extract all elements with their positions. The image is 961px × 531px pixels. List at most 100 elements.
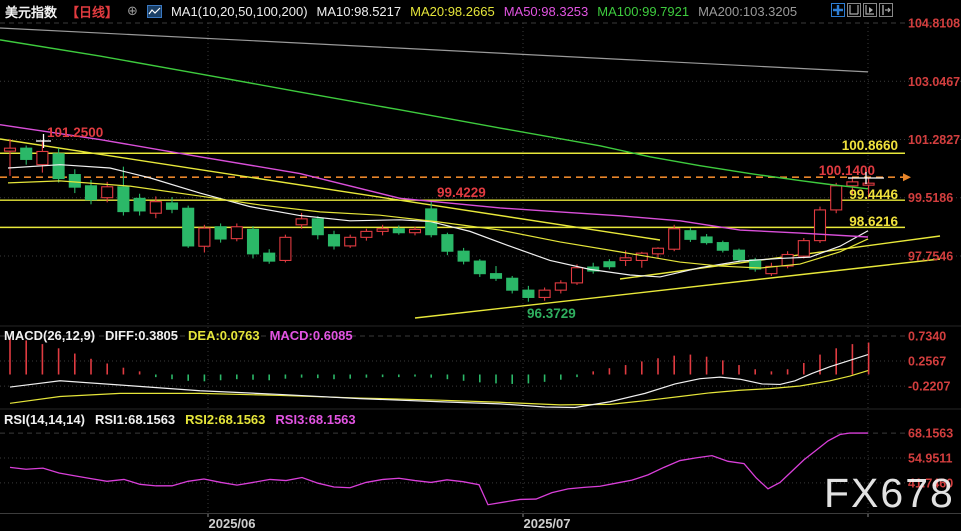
dea-line [9,369,869,406]
price-annotation: 98.6216 [849,214,898,229]
candle [570,267,584,284]
time-axis[interactable]: 2025/06 2025/07 [0,513,961,531]
svg-text:54.9511: 54.9511 [908,452,953,466]
macd-dea-value: DEA:0.0763 [188,328,260,343]
candle [522,289,535,298]
candle [619,257,632,261]
add-indicator-icon[interactable]: ⊕ [127,3,138,18]
rsi2-value: RSI2:68.1563 [185,412,266,427]
grid-layer [0,22,961,517]
ma-values: MA10:98.5217 MA20:98.2665 MA50:98.3253 MA10… [317,4,807,19]
candle [149,201,162,214]
price-annotation: 99.4446 [849,187,898,202]
candle [846,181,859,187]
svg-text:0.7340: 0.7340 [908,330,946,344]
svg-text:68.1563: 68.1563 [908,427,953,441]
macd-pane [9,337,870,409]
ma20-line [7,180,869,269]
candle [101,186,114,199]
macd-hist-value: MACD:0.6085 [269,328,353,343]
chart-titlebar: 美元指数 【日线】 ⊕ MA1(10,20,50,100,200) MA10:9… [0,0,961,22]
candle [603,261,616,268]
candle [716,242,729,251]
svg-text:41.7460: 41.7460 [908,476,953,490]
ma-settings-label[interactable]: MA1(10,20,50,100,200) [170,3,308,19]
rsi-indicator-label[interactable]: RSI(14,14,14) [4,412,85,427]
candle [376,228,389,232]
candle [684,230,697,240]
candle [781,253,794,267]
candle [84,185,98,201]
candle [651,247,665,255]
candle [263,252,276,262]
shift-right-icon[interactable] [879,3,893,17]
trendlines[interactable] [0,138,941,319]
candle [457,250,470,262]
price-annotation: 101.2500 [47,125,103,140]
ma-value-label: MA200:103.3205 [698,3,798,19]
candle [797,240,810,257]
svg-text:0.2567: 0.2567 [908,355,946,369]
ma-value-label: MA50:98.3253 [503,3,589,19]
candles-layer[interactable] [3,138,875,302]
candle [473,260,486,275]
candle [344,236,357,247]
candle [392,228,405,234]
symbol-name: 美元指数 [5,4,58,20]
time-axis-label: 2025/06 [208,516,256,531]
candle [246,228,260,255]
move-tool-icon[interactable] [831,3,845,17]
macd-diff-value: DIFF:0.3805 [105,328,179,343]
candle [117,186,130,213]
candle [732,249,746,261]
ma100-line [0,39,869,190]
candle [68,174,81,188]
svg-text:103.0467: 103.0467 [908,75,960,89]
rsi-pane [9,432,869,506]
axis-play-icon[interactable] [863,3,877,17]
rsi-line [9,432,869,506]
candle [279,236,292,261]
chart-toolbar [831,3,893,17]
price-annotation: 100.8660 [842,138,898,153]
time-axis-label: 2025/07 [523,516,571,531]
candle [295,218,308,226]
price-annotation: 99.4229 [437,185,486,200]
svg-text:97.7546: 97.7546 [908,249,953,263]
rsi3-value: RSI3:68.1563 [275,412,356,427]
candle [506,277,519,291]
candle [133,197,146,212]
candle [862,182,875,186]
candle [668,228,681,250]
candle [198,227,211,247]
svg-text:99.5186: 99.5186 [908,191,953,205]
ma-value-label: MA20:98.2665 [410,3,495,19]
svg-text:104.8108: 104.8108 [908,17,960,31]
price-alert-dash-line[interactable] [0,173,911,182]
right-price-axis[interactable]: 104.8108 103.0467 101.2827 99.5186 97.7546 0.… [908,17,960,491]
candlestick-chart-icon[interactable] [146,4,162,18]
ma-value-label: MA100:99.7921 [597,3,690,19]
candle [20,147,33,160]
candle [214,226,227,240]
axis-scale-icon[interactable] [847,3,861,17]
candle [813,209,827,242]
macd-indicator-label[interactable]: MACD(26,12,9) [4,328,96,343]
ma50-line [0,124,869,238]
candle [327,234,341,247]
period-label[interactable]: 【日线】 [66,4,119,20]
candle [165,202,179,210]
candle [230,226,243,240]
chart-annotations: 101.2500 100.8660 100.1400 99.4446 98.6216 99… [47,125,898,321]
candle [182,207,195,247]
moving-average-lines [0,27,869,278]
candle [830,185,843,211]
rsi-pane-header: RSI(14,14,14) RSI1:68.1563 RSI2:68.1563 RSI… [4,412,366,427]
candle [700,236,713,244]
price-annotation: 100.1400 [819,163,875,178]
candle [360,230,373,238]
candle [554,282,567,291]
candle [538,289,551,298]
